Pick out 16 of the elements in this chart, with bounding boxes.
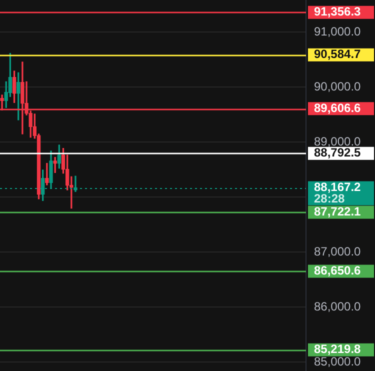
y-tick-label: 91,000.0 (314, 24, 362, 38)
ref-line-label: 86,650.6 (314, 264, 362, 278)
ref-line-label: 85,219.8 (314, 342, 362, 356)
ref-line-label: 87,722.1 (314, 204, 362, 219)
y-tick-label: 90,000.0 (314, 79, 362, 94)
y-tick-label: 89,000.0 (314, 134, 362, 148)
candlestick (45, 162, 49, 186)
ref-line-label: 91,356.3 (314, 4, 362, 19)
ref-line-label: 90,584.7 (314, 47, 362, 62)
text: 28:28 (314, 192, 346, 206)
ref-line-label: 88,792.5 (314, 146, 362, 160)
y-tick-label: 87,000.0 (314, 244, 362, 258)
y-tick-label: 85,000.0 (314, 354, 362, 368)
y-tick-label: 86,000.0 (314, 299, 362, 314)
ref-line-label: 89,606.6 (314, 100, 362, 115)
ref-line-label: 88,167.2 (314, 180, 362, 194)
